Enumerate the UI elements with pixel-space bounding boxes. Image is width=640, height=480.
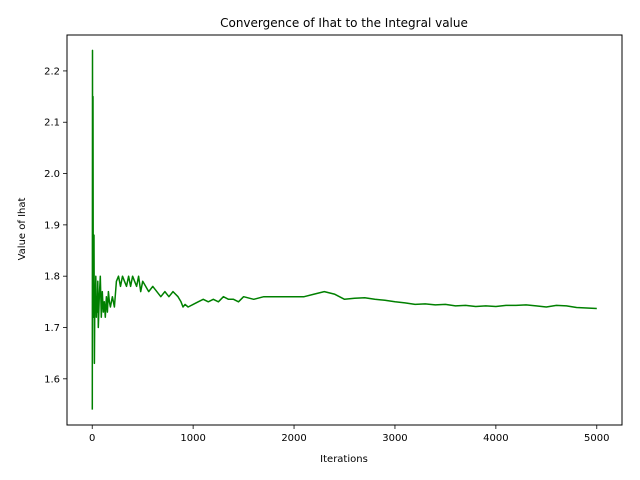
x-tick-label: 2000 <box>281 433 306 444</box>
x-tick-label: 1000 <box>180 433 205 444</box>
y-tick-label: 2.0 <box>44 169 60 180</box>
x-tick-label: 5000 <box>584 433 609 444</box>
y-axis-title: Value of Ihat <box>17 198 28 261</box>
y-axis: 1.6 1.7 1.8 1.9 2.0 2.1 2.2 <box>44 66 67 385</box>
plot-area <box>91 49 597 410</box>
x-axis: 0 1000 2000 3000 4000 5000 <box>89 425 609 444</box>
y-tick-label: 1.7 <box>44 323 60 334</box>
x-tick-label: 0 <box>89 433 95 444</box>
x-tick-label: 3000 <box>382 433 407 444</box>
series-line <box>91 49 597 410</box>
x-axis-title: Iterations <box>320 454 368 465</box>
y-tick-label: 2.1 <box>44 118 60 129</box>
x-tick-label: 4000 <box>483 433 508 444</box>
y-tick-label: 2.2 <box>44 66 60 77</box>
chart-title: Convergence of Ihat to the Integral valu… <box>220 16 468 30</box>
y-tick-label: 1.8 <box>44 272 60 283</box>
y-tick-label: 1.6 <box>44 374 60 385</box>
plot-frame <box>66 34 623 426</box>
y-tick-label: 1.9 <box>44 220 60 231</box>
